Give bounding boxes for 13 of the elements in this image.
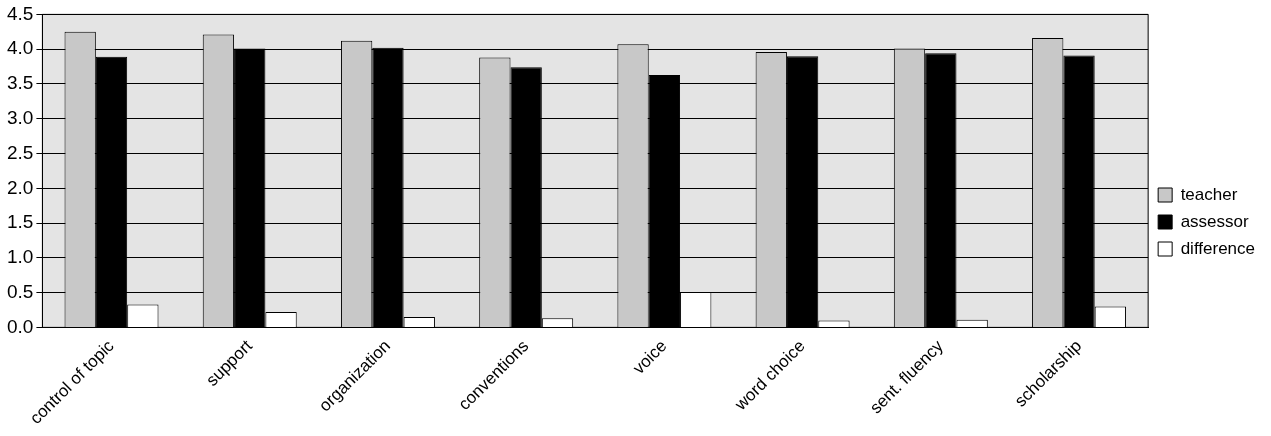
y-tick-label: 4.5 xyxy=(6,2,34,24)
y-tick-label: 3.5 xyxy=(6,72,34,94)
y-tick-label: 2.5 xyxy=(6,141,34,163)
y-tick-label: 2.0 xyxy=(6,176,34,198)
y-tick-label: 0.5 xyxy=(6,280,34,302)
legend-label: difference xyxy=(1180,238,1256,258)
y-tick-label: 1.5 xyxy=(6,211,34,233)
legend-label: assessor xyxy=(1180,211,1250,231)
y-tick-label: 1.0 xyxy=(6,246,34,268)
y-tick-label: 0.0 xyxy=(6,315,34,337)
legend-label: teacher xyxy=(1180,184,1238,204)
y-tick-label: 4.0 xyxy=(6,37,34,59)
y-tick-label: 3.0 xyxy=(6,106,34,128)
